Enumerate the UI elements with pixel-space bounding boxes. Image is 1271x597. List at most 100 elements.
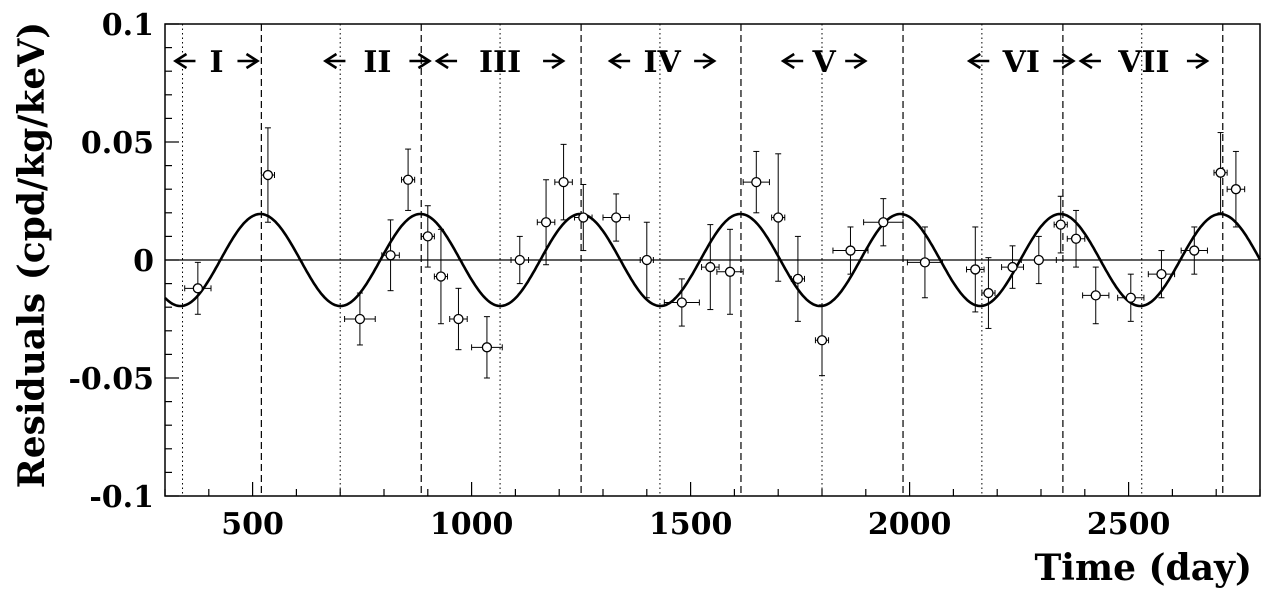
data-point [344,292,376,346]
data-marker [878,217,889,228]
data-point [863,198,904,247]
period-label: II [363,45,391,80]
data-point [1001,245,1024,289]
x-tick-label: 1000 [430,507,514,542]
data-point [981,257,996,329]
period-label: IV [643,45,681,80]
y-tick-label: -0.05 [68,362,154,397]
model-curve-group [164,212,1262,308]
data-point [742,150,770,214]
period-labels: I II III IV V VI VII [173,45,1210,80]
period-arrow-right-head [245,52,260,70]
data-point [663,278,700,327]
period-arrow-left-head [966,52,981,70]
period-label: VII [1117,45,1169,80]
data-marker [610,212,622,223]
x-axis-label: Time (day) [1035,547,1252,589]
period-label: VI [1002,45,1040,80]
data-point [716,228,744,315]
data-point [832,226,869,275]
period-arrow-left-head [607,52,622,70]
period-arrow-left-head [434,52,449,70]
data-point [471,316,503,379]
data-point [260,127,275,223]
data-point [906,226,943,299]
data-point [1180,226,1208,275]
data-marker [1215,167,1226,178]
y-tick-label: 0.05 [81,126,154,161]
data-marker [558,176,569,188]
data-marker [1090,290,1101,301]
period-arrow-right-head [1061,52,1076,70]
data-point [449,287,468,351]
y-ticks: -0.1 -0.05 0 0.05 0.1 [68,8,179,515]
data-marker [578,212,589,223]
data-marker [983,287,994,299]
data-point [1226,150,1246,228]
period-label: III [479,45,521,80]
data-point [1213,132,1228,214]
data-marker [385,250,396,261]
data-point [602,193,630,242]
data-point [1020,235,1057,285]
data-marker [751,176,762,188]
data-marker [773,212,784,223]
data-marker [354,313,366,325]
period-label: V [812,45,837,80]
data-point [701,224,720,311]
data-point [510,235,530,285]
data-marker [816,335,828,346]
data-point [554,143,573,221]
data-marker [970,264,981,275]
data-marker [1125,292,1136,303]
period-arrow-left-head [323,52,338,70]
data-point [184,261,212,315]
data-marker [262,169,274,181]
model-curve [164,212,1262,308]
data-marker [845,245,856,256]
data-marker [1230,184,1242,195]
data-point [639,221,654,299]
x-tick-label: 1500 [649,507,733,542]
period-arrow-right-head [551,52,566,70]
data-points [184,127,1246,379]
y-axis-label: Residuals (cpd/kg/keV) [11,22,53,488]
period-arrow-left-head [173,52,188,70]
period-lines [182,24,1224,496]
y-tick-label: 0.1 [102,8,154,43]
data-marker [1033,254,1044,266]
data-marker [724,266,736,277]
axes [164,23,1261,497]
data-marker [422,231,433,242]
data-marker [453,313,464,325]
data-point [1082,266,1110,325]
y-tick-label: -0.1 [89,480,154,515]
x-tick-label: 500 [221,507,284,542]
data-marker [705,261,716,273]
data-point [381,219,400,292]
data-point [420,205,435,268]
x-tick-label: 2000 [868,507,952,542]
data-marker [1189,245,1200,256]
data-point [433,228,449,325]
period-arrow-left-head [780,52,795,70]
data-marker [435,271,447,282]
data-marker [676,297,687,308]
data-point [1053,195,1068,254]
data-point [1066,209,1086,268]
data-point [574,183,593,252]
data-marker [192,283,204,294]
y-tick-label: 0 [133,244,154,279]
x-ticks: 500 1000 1500 2000 2500 [164,482,1261,542]
data-point [1147,250,1176,299]
data-point [790,235,805,322]
data-marker [514,254,525,266]
period-arrow-right-head [1195,52,1210,70]
x-tick-label: 2500 [1087,507,1171,542]
data-marker [481,342,493,353]
period-arrow-right-head [853,52,868,70]
data-point [814,304,830,377]
data-marker [919,257,931,268]
period-arrow-right-head [417,52,432,70]
